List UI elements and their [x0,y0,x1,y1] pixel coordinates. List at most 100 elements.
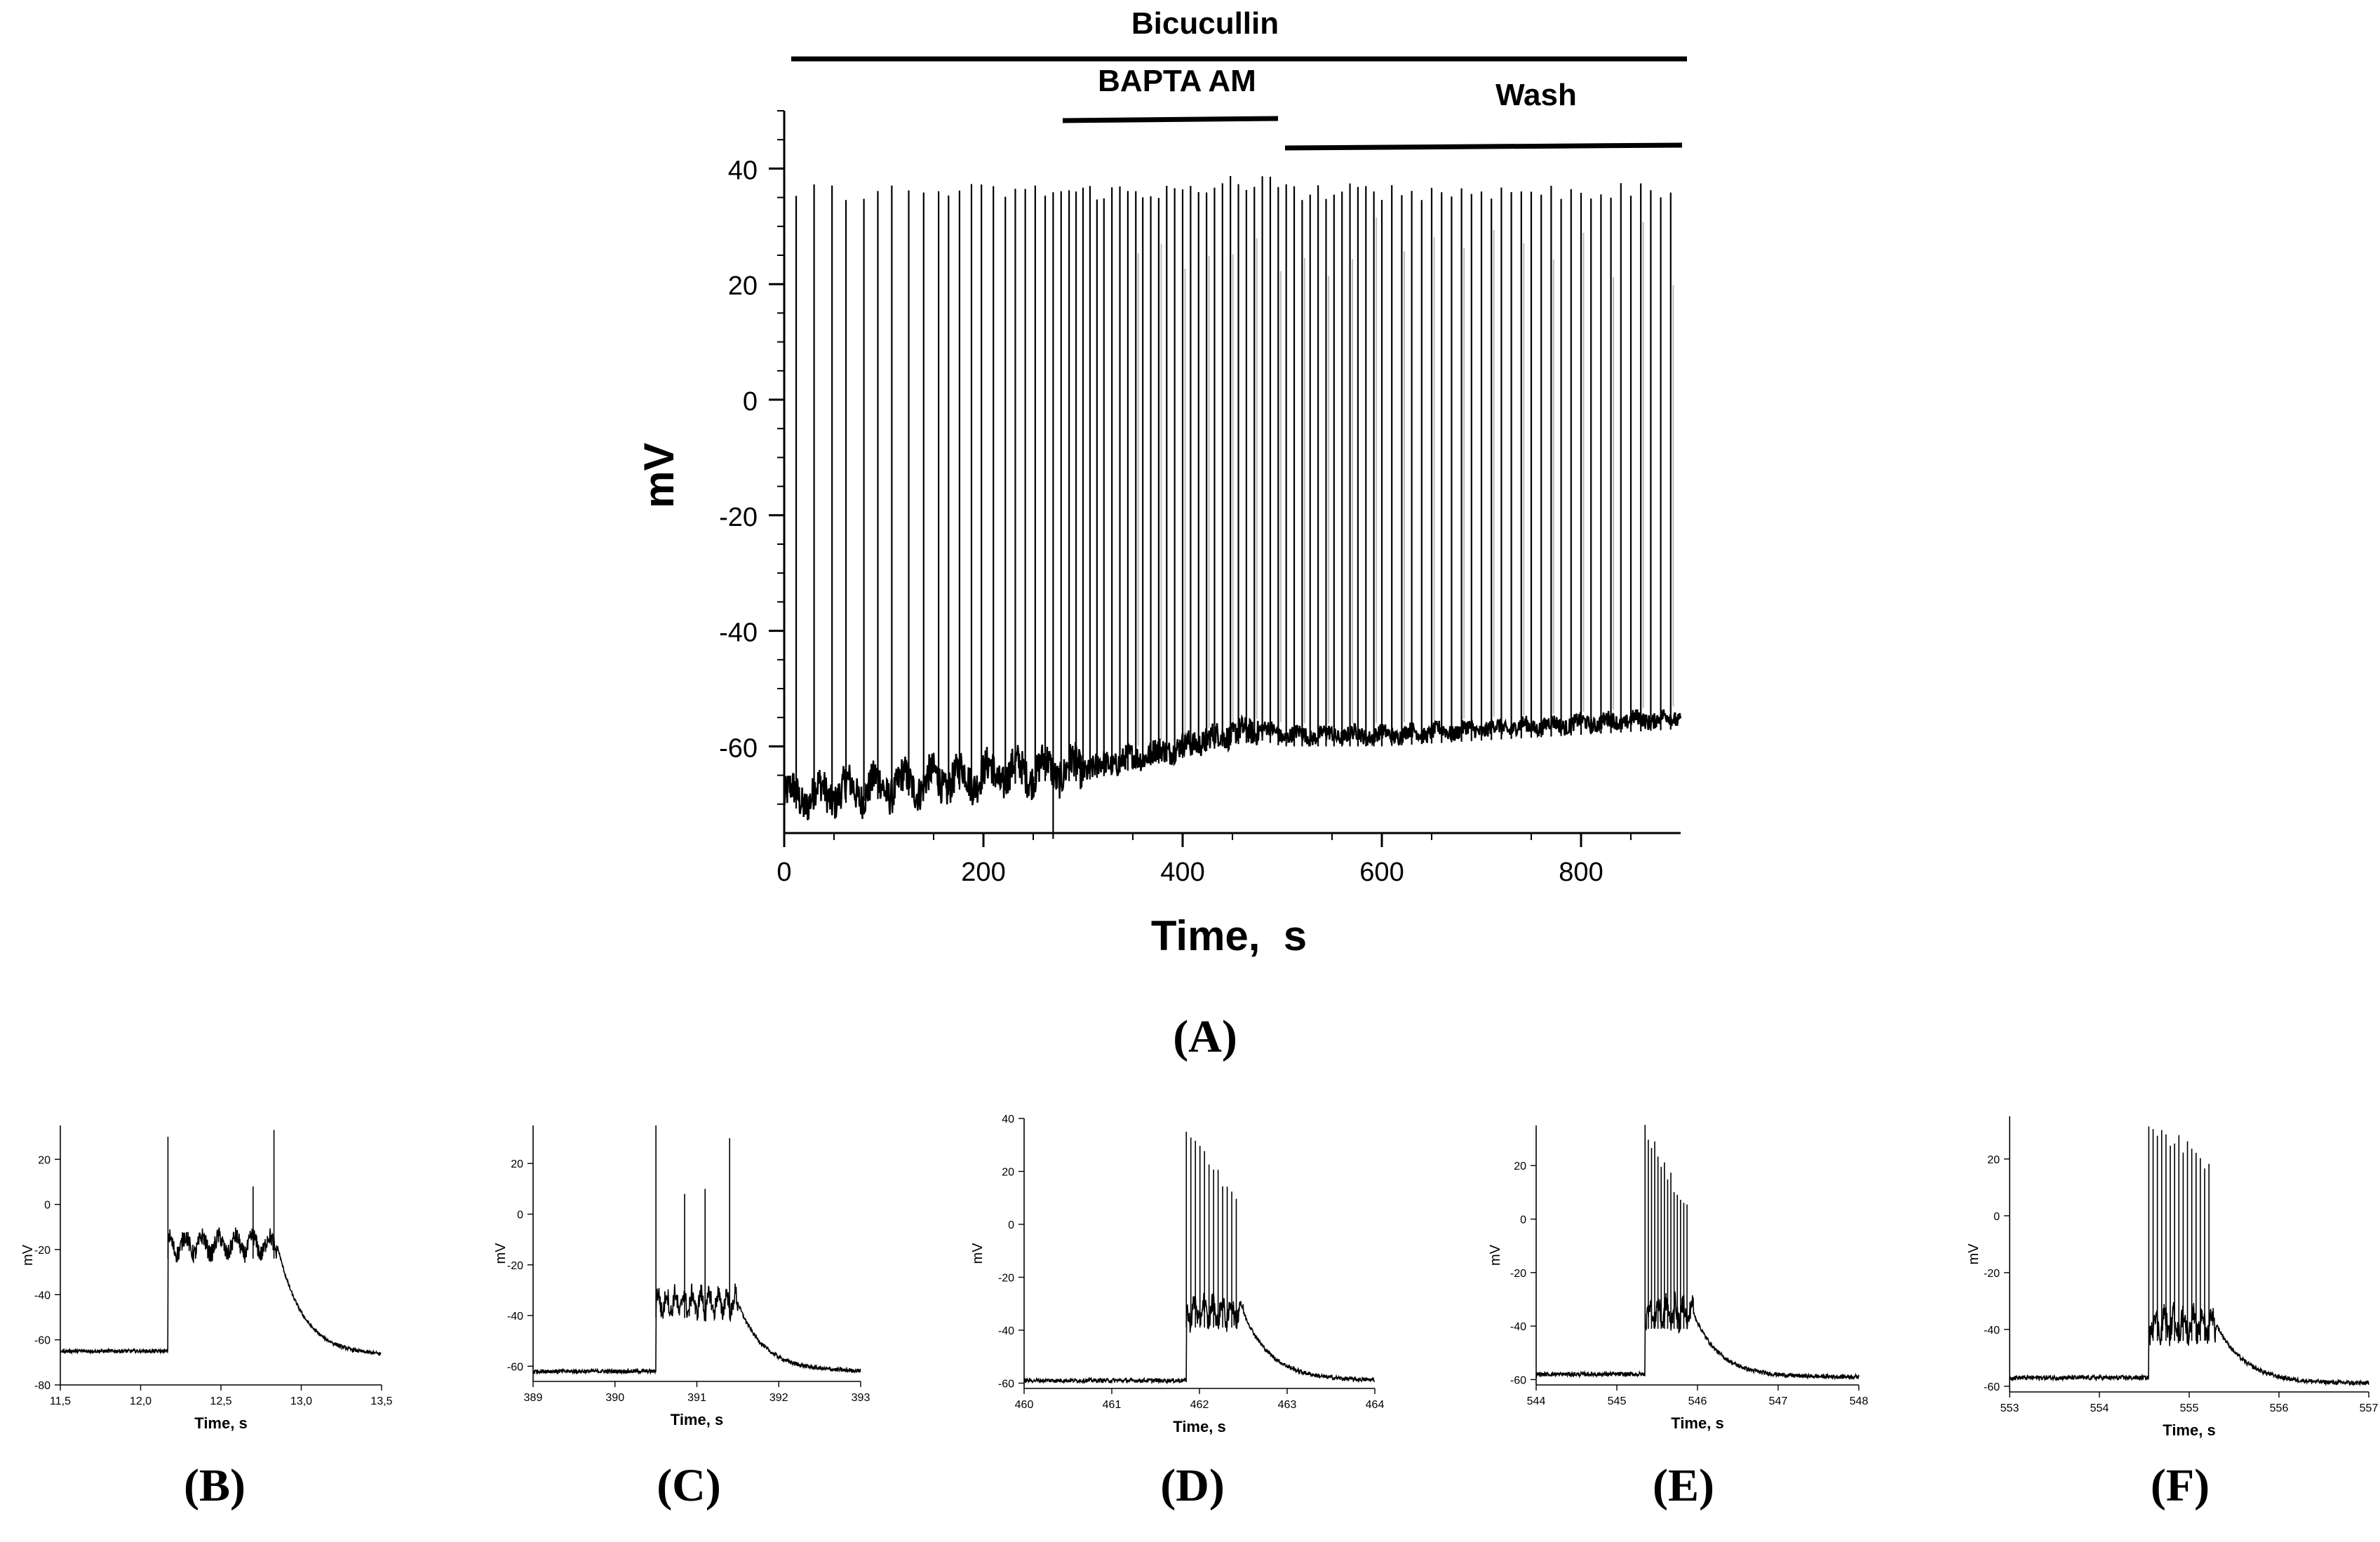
voltage-trace [60,1227,382,1356]
y-ticks: 40 20 0 -20 -40 -60 [719,110,784,805]
y-tick-label: -20 [1510,1268,1526,1280]
voltage-trace [1535,1291,1860,1381]
x-tick-label: 13,5 [370,1395,392,1407]
voltage-trace [2009,1301,2369,1386]
y-tick-label: -40 [719,618,758,648]
voltage-trace [532,1283,861,1375]
x-axis-label: Time, s [1671,1414,1723,1432]
y-tick-label: -60 [998,1378,1014,1390]
y-axis-label: mV [1488,1244,1503,1266]
y-tick-label: -60 [719,733,758,763]
panel-a-caption: (A) [1173,1011,1237,1062]
y-tick-label: 0 [517,1209,523,1221]
y-tick-label: -60 [1984,1381,2000,1393]
x-tick-label: 553 [2001,1402,2019,1414]
y-tick-label: -80 [34,1380,51,1392]
y-axis-label: mV [636,442,683,508]
x-tick-label: 600 [1359,858,1404,887]
panel-e-caption: (E) [1653,1460,1714,1511]
panel-d-caption: (D) [1160,1460,1225,1511]
x-tick-label: 0 [776,858,791,887]
panel-b-caption: (B) [184,1460,246,1511]
y-axis-label: mV [970,1243,986,1264]
panel-a: Bicucullin BAPTA AM Wash 40200-20-40-60 … [636,6,1687,1062]
x-tick-label: 800 [1559,858,1603,887]
y-tick-label: -40 [1510,1321,1526,1333]
x-axis-label: Time, s [1151,912,1307,959]
y-tick-label: -20 [719,503,758,532]
voltage-trace [783,709,1682,820]
voltage-trace [1023,1292,1376,1385]
y-axis-label: mV [493,1243,509,1264]
bapta-am-bar [1062,116,1279,123]
x-axis-label: Time, s [1173,1418,1225,1435]
panel-b: 20 0 -20 -40 -60 -80 11,5 12,0 12,5 13,0 13,5 mV Tim… [20,1125,393,1511]
x-axis-label: Time, s [2163,1421,2215,1439]
y-tick-label: 0 [743,387,758,417]
y-tick-label: 20 [1514,1161,1526,1172]
y-tick-label: 20 [1987,1154,2000,1166]
x-tick-label: 392 [769,1392,788,1404]
y-tick-label: 0 [44,1200,51,1212]
x-tick-label: 548 [1850,1395,1869,1407]
x-tick-label: 391 [687,1392,706,1404]
x-tick-label: 393 [852,1392,870,1404]
wash-label: Wash [1495,78,1577,112]
y-tick-label: -60 [1510,1374,1526,1386]
y-tick-label: -40 [507,1311,523,1323]
y-tick-label: -60 [34,1335,51,1347]
x-tick-label: 12,5 [210,1395,231,1407]
y-tick-label: -20 [1984,1268,2000,1280]
x-tick-label: 460 [1015,1399,1034,1411]
y-tick-label: -20 [998,1272,1014,1284]
y-tick-label: 0 [1994,1211,2000,1223]
x-tick-label: 200 [961,858,1005,887]
y-tick-label: -40 [1984,1325,2000,1337]
y-tick-label: 20 [38,1154,51,1166]
x-tick-label: 546 [1688,1395,1707,1407]
panel-c: 20 0 -20 -40 -60 389 390 391 392 393 mV Time, s (C) [493,1125,870,1511]
y-tick-label: 20 [511,1158,523,1170]
x-tick-label: 545 [1608,1395,1627,1407]
x-tick-label: 461 [1103,1399,1122,1411]
x-ticks: 0 200 400 600 800 [776,833,1632,887]
x-tick-label: 462 [1190,1399,1209,1411]
y-tick-label: -60 [507,1361,523,1373]
y-tick-label: 0 [1008,1219,1014,1231]
x-axis-label: Time, s [194,1414,247,1432]
wash-bar [1284,142,1683,151]
y-tick-label: 0 [1520,1215,1526,1226]
y-axis-label: mV [1966,1243,1982,1265]
x-tick-label: 400 [1160,858,1204,887]
y-tick-label: 20 [1002,1166,1014,1178]
x-tick-label: 11,5 [50,1395,71,1407]
small-panels: 20 0 -20 -40 -60 -80 11,5 12,0 12,5 13,0 13,5 mV Tim… [20,1114,2378,1511]
bicucullin-label: Bicucullin [1131,6,1279,41]
x-tick-label: 554 [2090,1402,2109,1414]
x-tick-label: 464 [1366,1399,1385,1411]
x-tick-label: 557 [2360,1402,2379,1414]
y-tick-label: -40 [998,1325,1014,1337]
panel-f-caption: (F) [2151,1460,2210,1511]
x-tick-label: 544 [1527,1395,1546,1407]
y-tick-label: -20 [507,1260,523,1272]
x-tick-label: 13,0 [290,1395,312,1407]
spike-group [795,176,1674,839]
x-axis-label: Time, s [671,1411,723,1428]
panel-c-caption: (C) [657,1460,721,1511]
x-tick-label: 463 [1278,1399,1297,1411]
x-tick-label: 389 [524,1392,543,1404]
y-tick-label: 40 [728,156,758,185]
y-tick-label: 20 [728,271,758,301]
x-tick-label: 547 [1769,1395,1788,1407]
x-tick-label: 390 [605,1392,624,1404]
y-axis-label: mV [20,1244,36,1266]
x-tick-label: 12,0 [130,1395,152,1407]
y-tick-label: -20 [34,1245,51,1257]
x-tick-label: 556 [2270,1402,2289,1414]
bapta-am-label: BAPTA AM [1098,64,1256,98]
